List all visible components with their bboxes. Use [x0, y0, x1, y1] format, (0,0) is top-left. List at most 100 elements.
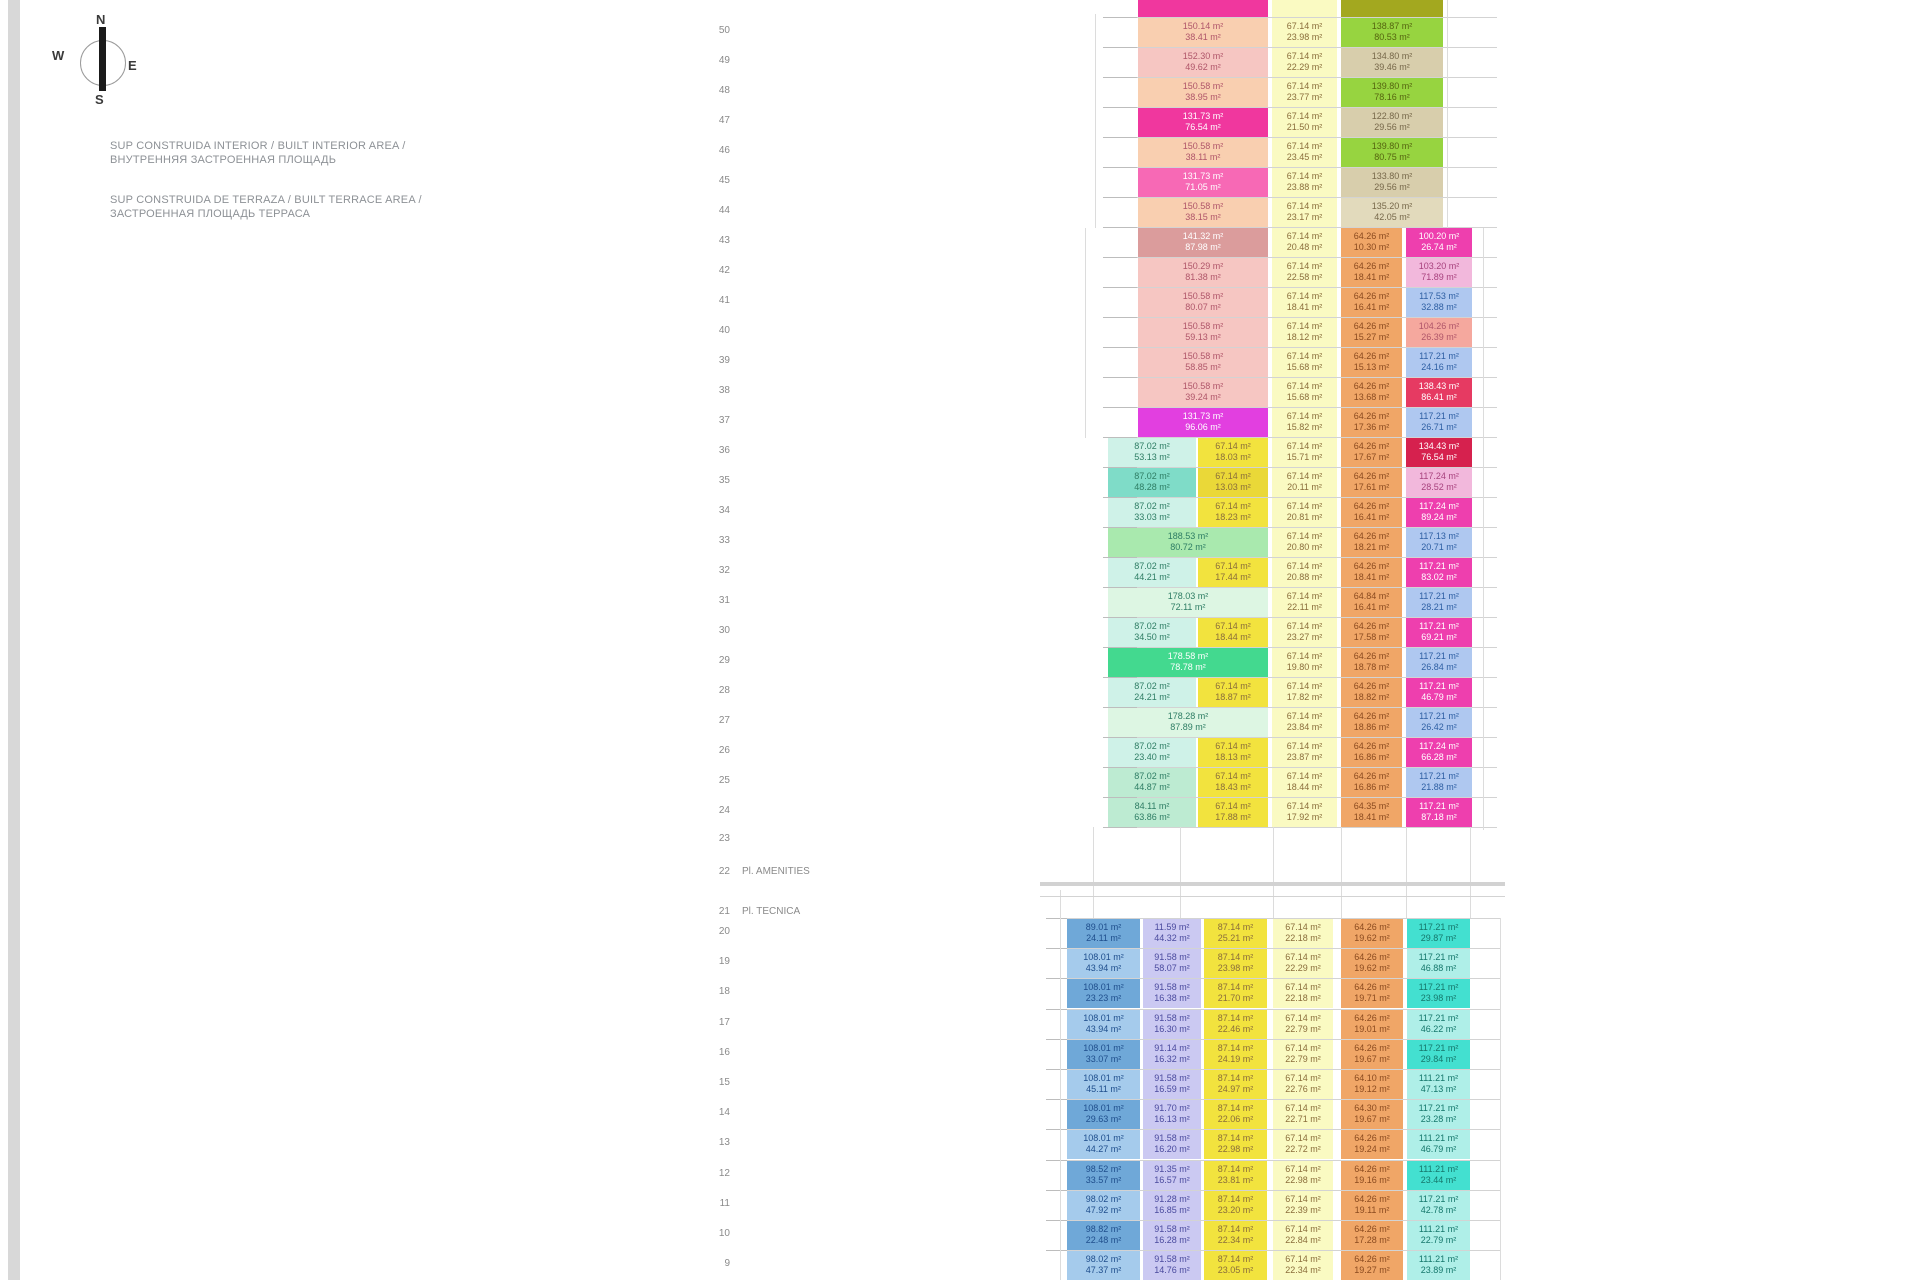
compass-rose-icon: N S W E	[52, 12, 142, 107]
unit-cell: 117.21 m² 24.16 m²	[1406, 348, 1472, 377]
floor-label: 40	[718, 325, 730, 336]
floor-line	[1103, 77, 1497, 78]
unit-cell: 64.26 m² 10.30 m²	[1341, 228, 1402, 257]
unit-cell: 67.14 m² 23.17 m²	[1272, 198, 1337, 227]
unit-cell: 87.14 m² 21.70 m²	[1204, 979, 1267, 1008]
floor-tick-left	[1103, 257, 1137, 258]
floor-line	[1103, 677, 1497, 678]
floor-label: 46	[718, 145, 730, 156]
floor-tick-left	[1103, 137, 1137, 138]
unit-cell: 64.26 m² 18.82 m²	[1341, 678, 1402, 707]
unit-cell: 67.14 m² 23.84 m²	[1272, 708, 1337, 737]
floor-line	[1046, 918, 1500, 919]
unit-cell: 67.14 m² 17.92 m²	[1272, 798, 1337, 827]
unit-cell: 150.58 m² 80.07 m²	[1138, 288, 1268, 317]
floor-label: 38	[718, 385, 730, 396]
floor-tick-left	[1046, 1250, 1067, 1251]
floor-line	[1103, 647, 1497, 648]
unit-cell	[1272, 0, 1337, 17]
plant-floor-line	[1040, 896, 1505, 897]
legend-terrace-line-1: SUP CONSTRUIDA DE TERRAZA / BUILT TERRAC…	[110, 194, 422, 206]
floor-label: 26	[718, 745, 730, 756]
unit-cell: 67.14 m² 23.45 m²	[1272, 138, 1337, 167]
floor-line	[1046, 1220, 1500, 1221]
floor-label: 10	[718, 1228, 730, 1239]
floor-line	[1046, 1190, 1500, 1191]
unit-cell: 87.02 m² 44.87 m²	[1108, 768, 1196, 797]
floor-label: 21	[718, 906, 730, 917]
floor-tick-left	[1103, 467, 1137, 468]
floor-line	[1046, 978, 1500, 979]
unit-cell: 117.21 m² 29.87 m²	[1407, 919, 1470, 948]
floor-label: 24	[718, 805, 730, 816]
floor-label: 32	[718, 565, 730, 576]
floor-label: 23	[718, 833, 730, 844]
floor-tick-left	[1046, 1069, 1067, 1070]
unit-cell: 111.21 m² 23.89 m²	[1407, 1251, 1470, 1280]
floor-line	[1103, 797, 1497, 798]
unit-cell: 67.14 m² 22.34 m²	[1273, 1251, 1333, 1280]
unit-cell: 117.21 m² 46.22 m²	[1407, 1010, 1470, 1039]
floor-line	[1103, 377, 1497, 378]
floor-line	[1046, 1069, 1500, 1070]
compass-south-label: S	[95, 92, 104, 107]
unit-cell: 111.21 m² 46.79 m²	[1407, 1130, 1470, 1159]
unit-cell: 64.84 m² 16.41 m²	[1341, 588, 1402, 617]
building-outline	[1341, 827, 1342, 918]
unit-cell: 98.82 m² 22.48 m²	[1067, 1221, 1140, 1250]
unit-cell: 64.26 m² 17.36 m²	[1341, 408, 1402, 437]
unit-cell: 67.14 m² 23.98 m²	[1272, 18, 1337, 47]
unit-cell: 87.14 m² 22.34 m²	[1204, 1221, 1267, 1250]
legend-interior-line-1: SUP CONSTRUIDA INTERIOR / BUILT INTERIOR…	[110, 140, 406, 152]
unit-cell: 108.01 m² 45.11 m²	[1067, 1070, 1140, 1099]
unit-cell: 67.14 m² 21.50 m²	[1272, 108, 1337, 137]
floor-line	[1046, 1129, 1500, 1130]
unit-cell: 108.01 m² 43.94 m²	[1067, 1010, 1140, 1039]
compass-east-label: E	[128, 58, 137, 73]
unit-cell: 64.10 m² 19.12 m²	[1341, 1070, 1403, 1099]
unit-cell: 111.21 m² 47.13 m²	[1407, 1070, 1470, 1099]
unit-cell: 67.14 m² 22.11 m²	[1272, 588, 1337, 617]
unit-cell: 117.21 m² 23.28 m²	[1407, 1100, 1470, 1129]
unit-cell: 67.14 m² 23.27 m²	[1272, 618, 1337, 647]
unit-cell: 117.21 m² 23.98 m²	[1407, 979, 1470, 1008]
unit-cell: 64.26 m² 15.27 m²	[1341, 318, 1402, 347]
building-outline	[1095, 14, 1096, 228]
unit-cell: 87.14 m² 22.46 m²	[1204, 1010, 1267, 1039]
unit-cell: 139.80 m² 80.75 m²	[1341, 138, 1443, 167]
unit-cell: 117.21 m² 26.71 m²	[1406, 408, 1472, 437]
unit-cell: 64.26 m² 15.13 m²	[1341, 348, 1402, 377]
unit-cell: 67.14 m² 15.68 m²	[1272, 378, 1337, 407]
unit-cell: 98.02 m² 47.92 m²	[1067, 1191, 1140, 1220]
floor-tick-left	[1103, 767, 1137, 768]
unit-cell: 91.58 m² 16.38 m²	[1143, 979, 1201, 1008]
unit-cell: 117.24 m² 89.24 m²	[1406, 498, 1472, 527]
floor-label: 19	[718, 956, 730, 967]
floor-tick-left	[1103, 287, 1137, 288]
unit-cell: 64.26 m² 19.62 m²	[1341, 949, 1403, 978]
unit-cell: 67.14 m² 22.84 m²	[1273, 1221, 1333, 1250]
floor-label: 33	[718, 535, 730, 546]
floor-line	[1103, 557, 1497, 558]
unit-cell: 117.21 m² 28.21 m²	[1406, 588, 1472, 617]
floor-tick-left	[1103, 347, 1137, 348]
floor-line	[1103, 737, 1497, 738]
floor-line	[1103, 227, 1497, 228]
floor-tick-left	[1103, 47, 1137, 48]
unit-cell: 178.58 m² 78.78 m²	[1108, 648, 1268, 677]
floor-label: 11	[719, 1198, 730, 1209]
floor-label: 50	[718, 25, 730, 36]
unit-cell: 64.26 m² 19.27 m²	[1341, 1251, 1403, 1280]
floor-line	[1103, 257, 1497, 258]
unit-cell: 150.29 m² 81.38 m²	[1138, 258, 1268, 287]
floor-line	[1103, 437, 1497, 438]
floor-line	[1103, 17, 1497, 18]
unit-cell: 108.01 m² 43.94 m²	[1067, 949, 1140, 978]
unit-cell: 91.28 m² 16.85 m²	[1143, 1191, 1201, 1220]
unit-cell: 117.21 m² 26.42 m²	[1406, 708, 1472, 737]
unit-cell: 150.58 m² 38.11 m²	[1138, 138, 1268, 167]
plant-floor-label: Pl. AMENITIES	[742, 866, 810, 877]
legend-terrace-line-2: ЗАСТРОЕННАЯ ПЛОЩАДЬ ТЕРРАСА	[110, 208, 311, 220]
building-outline	[1085, 228, 1086, 438]
